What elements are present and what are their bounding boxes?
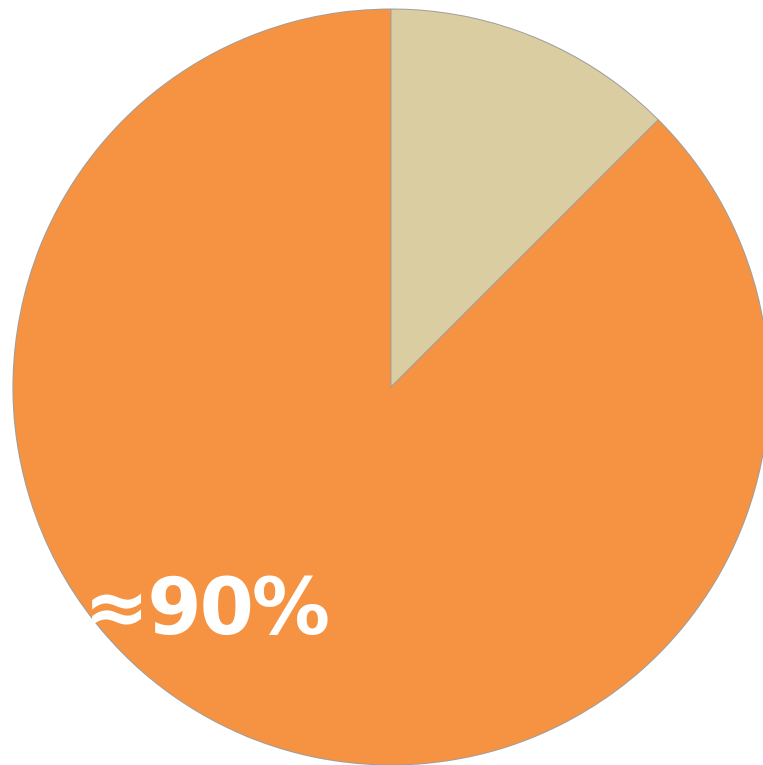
pie-slice-0 (12, 8, 763, 765)
pie-slice-1 (390, 8, 659, 389)
pie-slice-label-major: ≈90% (84, 563, 328, 653)
pie-slices (12, 8, 763, 765)
